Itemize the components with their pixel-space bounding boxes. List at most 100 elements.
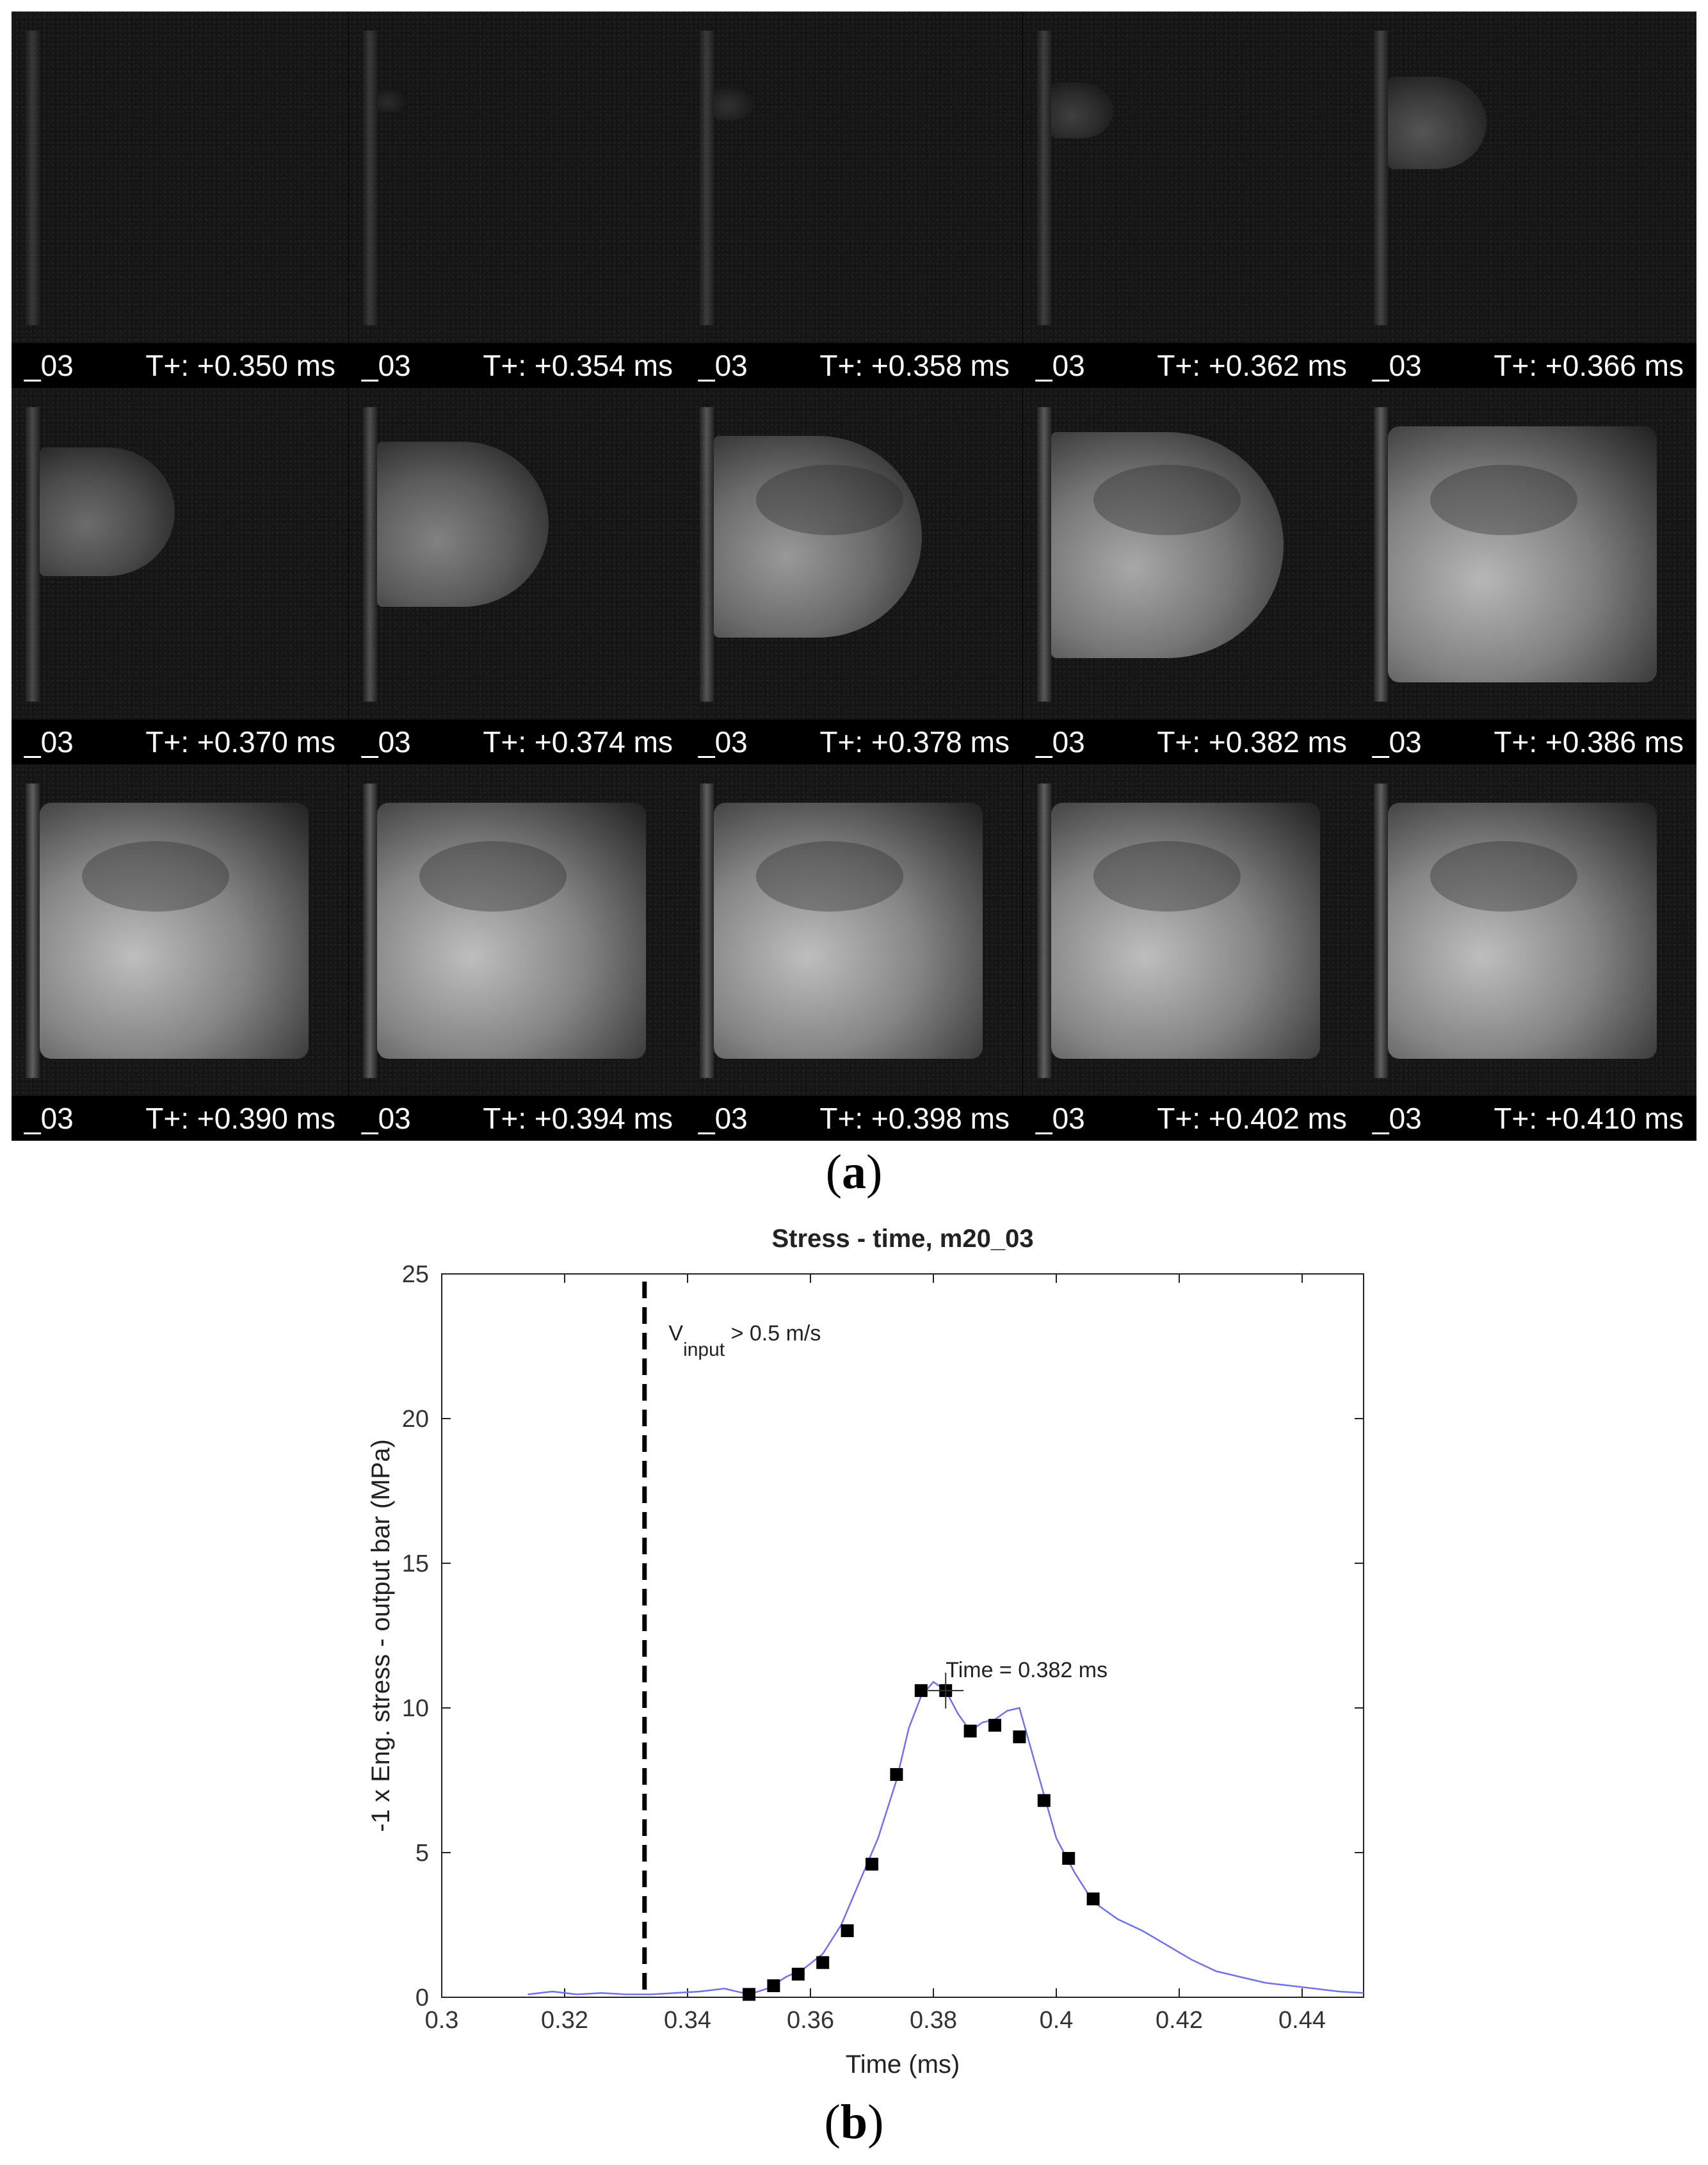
high-speed-frame-image	[1360, 388, 1696, 720]
bar-edge	[1037, 784, 1051, 1078]
chart-title: Stress - time, m20_03	[771, 1225, 1033, 1253]
high-speed-frame-image	[686, 388, 1022, 720]
frame-marker	[1062, 1852, 1076, 1865]
frame-caption: _03 T+: +0.378 ms	[686, 720, 1022, 764]
label-a-open: (	[825, 1145, 842, 1199]
label-b-letter: b	[840, 2095, 868, 2149]
x-tick-label: 0.38	[910, 2007, 957, 2034]
frame-caption: _03 T+: +0.390 ms	[12, 1096, 348, 1141]
frame-timestamp: T+: +0.350 ms	[145, 349, 335, 382]
frame-grid: _03 T+: +0.350 ms _03 T+: +0.354 ms _03 T+: +…	[12, 12, 1696, 1141]
fragment-cloud	[40, 447, 175, 576]
high-speed-frame-image	[12, 764, 348, 1096]
frame-timestamp: T+: +0.390 ms	[145, 1102, 335, 1135]
frame-marker	[1037, 1794, 1051, 1807]
x-tick-label: 0.44	[1278, 2007, 1326, 2034]
frame-marker	[890, 1767, 903, 1781]
cavity-shadow	[756, 465, 903, 535]
y-tick-label: 25	[402, 1261, 429, 1288]
frame-id: _03	[1373, 725, 1422, 759]
label-a-close: )	[866, 1145, 883, 1199]
y-tick-label: 5	[415, 1840, 429, 1867]
y-tick-label: 15	[402, 1550, 429, 1577]
frame-timestamp: T+: +0.378 ms	[819, 725, 1010, 759]
label-b-open: (	[824, 2095, 841, 2149]
fragment-cloud	[1051, 803, 1320, 1059]
datatip-annotation: Time = 0.382 ms	[946, 1658, 1108, 1682]
frame-1-3: _03 T+: +0.382 ms	[1023, 388, 1360, 764]
high-speed-frame-image	[1023, 388, 1360, 720]
frame-marker	[1013, 1730, 1026, 1744]
fragment-cloud	[1388, 426, 1657, 682]
frame-marker	[841, 1924, 854, 1938]
frame-marker	[866, 1858, 878, 1871]
frame-timestamp: T+: +0.358 ms	[819, 349, 1010, 382]
frame-2-3: _03 T+: +0.402 ms	[1023, 764, 1360, 1141]
bar-edge	[700, 31, 714, 325]
bar-edge	[1374, 784, 1388, 1078]
frame-caption: _03 T+: +0.394 ms	[349, 1096, 686, 1141]
frame-timestamp: T+: +0.374 ms	[483, 725, 673, 759]
frame-0-1: _03 T+: +0.354 ms	[349, 12, 686, 388]
frame-caption: _03 T+: +0.402 ms	[1023, 1096, 1360, 1141]
bar-edge	[1037, 407, 1051, 702]
frame-id: _03	[362, 725, 411, 759]
frame-caption: _03 T+: +0.386 ms	[1360, 720, 1696, 764]
cavity-shadow	[1093, 841, 1241, 912]
high-speed-frame-image	[1023, 12, 1360, 343]
bar-edge	[700, 407, 714, 702]
frame-marker	[914, 1684, 928, 1697]
bar-edge	[1374, 407, 1388, 702]
fragment-cloud	[1051, 83, 1113, 138]
y-axis-label: -1 x Eng. stress - output bar (MPa)	[367, 1439, 395, 1832]
frame-marker	[963, 1725, 977, 1738]
fragment-cloud	[377, 803, 646, 1059]
frame-marker	[1086, 1892, 1100, 1906]
high-speed-frame-image	[349, 388, 686, 720]
bar-edge	[26, 784, 40, 1078]
frame-2-1: _03 T+: +0.394 ms	[349, 764, 686, 1141]
fragment-cloud	[377, 88, 408, 112]
frame-1-0: _03 T+: +0.370 ms	[12, 388, 348, 764]
frame-caption: _03 T+: +0.362 ms	[1023, 343, 1360, 388]
label-b-close: )	[867, 2095, 884, 2149]
y-tick-label: 10	[402, 1695, 429, 1722]
high-speed-frame-image	[12, 12, 348, 343]
x-axis-label: Time (ms)	[846, 2050, 960, 2079]
bar-edge	[363, 784, 377, 1078]
fragment-cloud	[714, 86, 754, 120]
frame-timestamp: T+: +0.410 ms	[1494, 1102, 1684, 1135]
high-speed-frame-image	[686, 12, 1022, 343]
frame-timestamp: T+: +0.394 ms	[483, 1102, 673, 1135]
frame-caption: _03 T+: +0.382 ms	[1023, 720, 1360, 764]
frame-timestamp: T+: +0.370 ms	[145, 725, 335, 759]
frame-timestamp: T+: +0.366 ms	[1494, 349, 1684, 382]
x-tick-label: 0.32	[541, 2007, 588, 2034]
frame-2-4: _03 T+: +0.410 ms	[1360, 764, 1696, 1141]
frame-id: _03	[24, 349, 74, 382]
frame-caption: _03 T+: +0.410 ms	[1360, 1096, 1696, 1141]
frame-2-0: _03 T+: +0.390 ms	[12, 764, 348, 1141]
panel-label-a: (a)	[0, 1145, 1708, 1200]
high-speed-frame-image	[686, 764, 1022, 1096]
frame-caption: _03 T+: +0.350 ms	[12, 343, 348, 388]
y-tick-label: 20	[402, 1406, 429, 1433]
bar-edge	[1374, 31, 1388, 325]
stress-series-line	[528, 1680, 1364, 1995]
frame-caption: _03 T+: +0.366 ms	[1360, 343, 1696, 388]
frame-id: _03	[362, 1102, 411, 1135]
frame-timestamp: T+: +0.398 ms	[819, 1102, 1010, 1135]
high-speed-frame-image	[1023, 764, 1360, 1096]
x-tick-label: 0.3	[425, 2007, 459, 2034]
frame-id: _03	[362, 349, 411, 382]
fragment-cloud	[714, 803, 983, 1059]
cavity-shadow	[1093, 465, 1241, 535]
fragment-cloud	[1051, 432, 1284, 658]
frame-id: _03	[698, 349, 748, 382]
frame-0-0: _03 T+: +0.350 ms	[12, 12, 348, 388]
frame-0-2: _03 T+: +0.358 ms	[686, 12, 1022, 388]
bar-edge	[26, 31, 40, 325]
cavity-shadow	[419, 841, 567, 912]
y-tick-label: 0	[415, 1984, 429, 2011]
frame-id: _03	[1373, 349, 1422, 382]
